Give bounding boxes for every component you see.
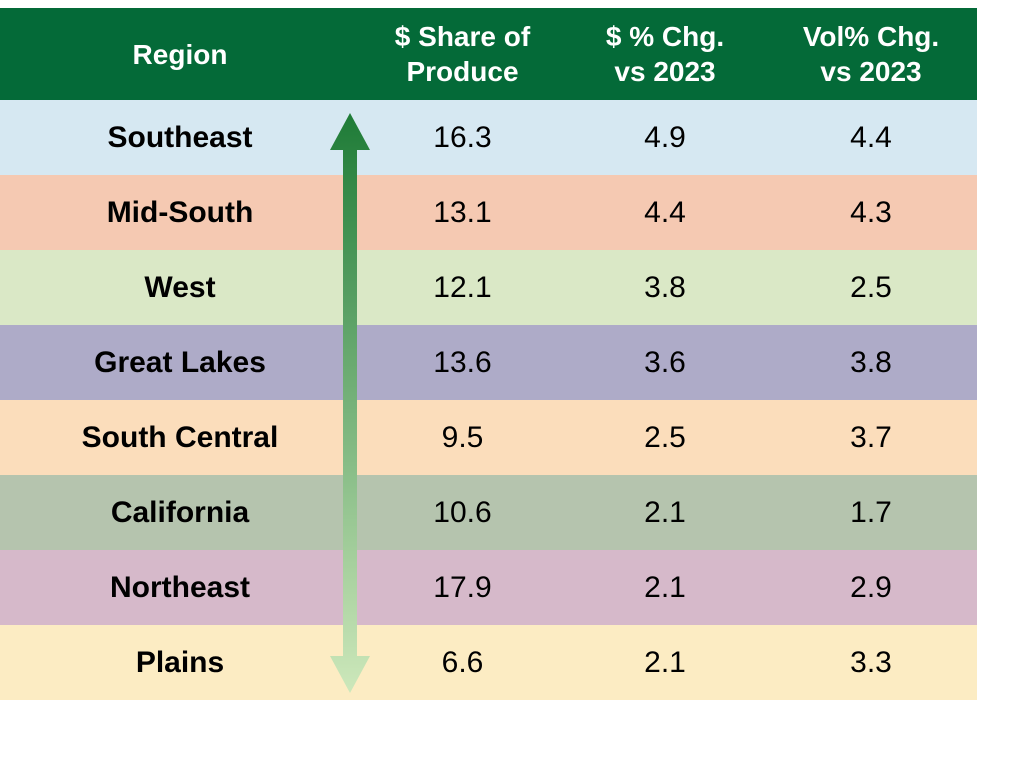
table-row-northeast: Northeast 17.9 2.1 2.9 (0, 550, 977, 625)
header-share-line2: Produce (406, 56, 519, 87)
table-row-southeast: Southeast 16.3 4.9 4.4 (0, 100, 977, 175)
share-value: 12.1 (433, 270, 492, 304)
header-dollar-chg-line2: vs 2023 (614, 56, 716, 87)
header-dollar-chg-line1: $ % Chg. (605, 21, 725, 52)
dollar-pct-chg-value: 2.1 (644, 495, 686, 529)
table-row-south-central: South Central 9.5 2.5 3.7 (0, 400, 977, 475)
dollar-pct-chg-value: 2.5 (644, 420, 686, 454)
vol-pct-chg-value: 4.4 (850, 120, 892, 154)
header-cell-share: $ Share of Produce (360, 8, 565, 100)
dollar-pct-chg-value: 3.6 (644, 345, 686, 379)
region-name: Southeast (107, 120, 253, 154)
header-vol-chg-line1: Vol% Chg. (802, 21, 940, 52)
table-row-great-lakes: Great Lakes 13.6 3.6 3.8 (0, 325, 977, 400)
vertical-double-arrow-icon (330, 113, 370, 693)
dollar-pct-chg-value: 4.9 (644, 120, 686, 154)
share-value: 17.9 (433, 570, 492, 604)
header-region-label: Region (132, 38, 228, 70)
vol-pct-chg-value: 4.3 (850, 195, 892, 229)
table-row-plains: Plains 6.6 2.1 3.3 (0, 625, 977, 700)
share-value: 13.1 (433, 195, 492, 229)
table-header-row: Region $ Share of Produce $ % Chg. vs 20… (0, 8, 977, 100)
region-name: Northeast (109, 570, 251, 604)
header-share-line1: $ Share of (394, 21, 531, 52)
dollar-pct-chg-value: 2.1 (644, 570, 686, 604)
double-arrow-shape (330, 113, 370, 693)
share-value: 6.6 (441, 645, 484, 679)
vol-pct-chg-value: 3.7 (850, 420, 892, 454)
header-vol-chg-line2: vs 2023 (820, 56, 922, 87)
header-cell-dollar-chg: $ % Chg. vs 2023 (565, 8, 765, 100)
share-value: 10.6 (433, 495, 492, 529)
vol-pct-chg-value: 2.5 (850, 270, 892, 304)
table-row-mid-south: Mid-South 13.1 4.4 4.3 (0, 175, 977, 250)
dollar-pct-chg-value: 2.1 (644, 645, 686, 679)
header-cell-region: Region (0, 8, 360, 100)
region-name: Mid-South (106, 195, 254, 229)
dollar-pct-chg-value: 3.8 (644, 270, 686, 304)
share-value: 13.6 (433, 345, 492, 379)
region-name: South Central (81, 420, 279, 454)
region-name: California (110, 495, 250, 529)
region-name: West (144, 270, 216, 304)
vol-pct-chg-value: 1.7 (850, 495, 892, 529)
header-cell-vol-chg: Vol% Chg. vs 2023 (765, 8, 977, 100)
table-row-west: West 12.1 3.8 2.5 (0, 250, 977, 325)
share-value: 16.3 (433, 120, 492, 154)
share-value: 9.5 (441, 420, 484, 454)
vol-pct-chg-value: 3.8 (850, 345, 892, 379)
dollar-pct-chg-value: 4.4 (644, 195, 686, 229)
region-name: Great Lakes (94, 345, 266, 379)
region-produce-table: Region $ Share of Produce $ % Chg. vs 20… (0, 8, 977, 700)
vol-pct-chg-value: 2.9 (850, 570, 892, 604)
table-row-california: California 10.6 2.1 1.7 (0, 475, 977, 550)
vol-pct-chg-value: 3.3 (850, 645, 892, 679)
region-name: Plains (135, 645, 225, 679)
